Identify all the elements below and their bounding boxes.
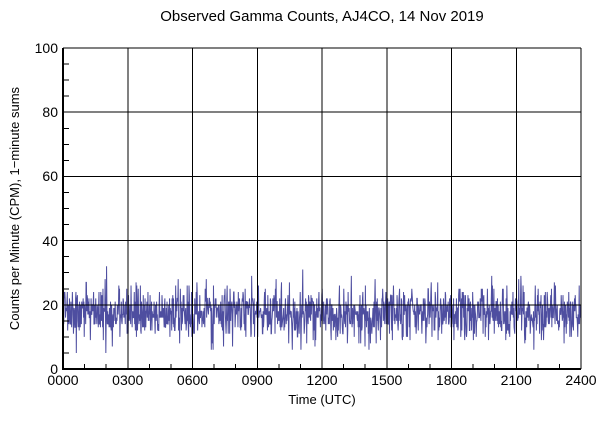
x-axis-title: Time (UTC) (288, 392, 356, 407)
chart-title: Observed Gamma Counts, AJ4CO, 14 Nov 201… (160, 8, 484, 25)
